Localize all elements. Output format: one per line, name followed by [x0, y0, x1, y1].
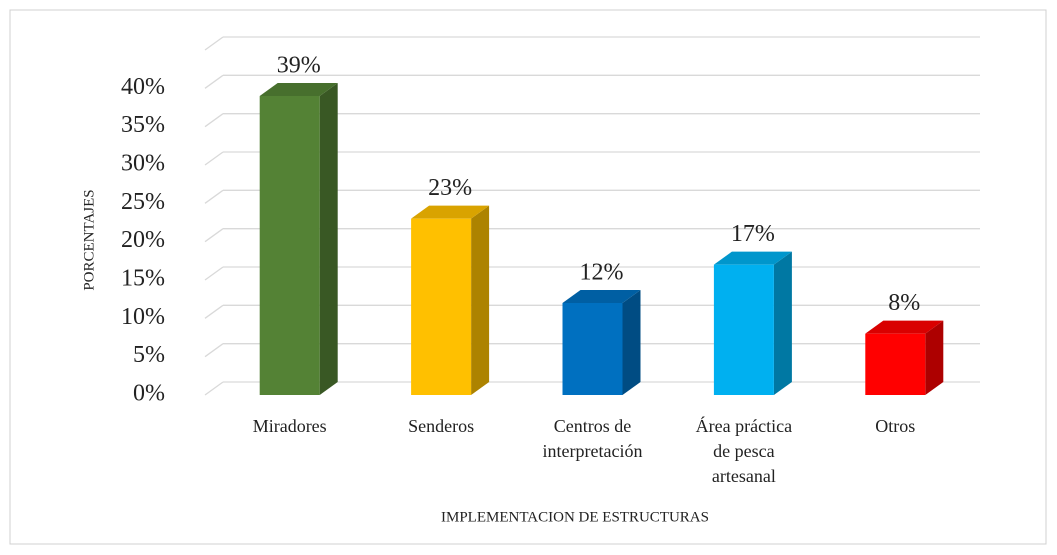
y-tick-label: 35%: [121, 112, 165, 138]
bar-side: [622, 290, 641, 395]
bar-side: [319, 83, 338, 395]
grid-line: [204, 151, 224, 166]
bar-side: [471, 205, 490, 395]
grid-line: [204, 36, 224, 51]
value-label: 8%: [888, 290, 920, 316]
value-label: 17%: [731, 221, 775, 247]
bar: [259, 96, 320, 395]
grid-line: [204, 113, 224, 128]
value-label: 23%: [428, 175, 472, 201]
x-tick-label: Senderos: [408, 416, 474, 436]
y-axis-title: PORCENTAJES: [81, 189, 97, 290]
grid-line: [204, 266, 224, 281]
bar: [865, 333, 926, 395]
grid-line: [204, 228, 224, 243]
bar-top: [865, 320, 944, 334]
x-tick-label: Otros: [875, 416, 915, 436]
chart-border: [9, 9, 1047, 545]
x-tick-label: Área práctica de pesca artesanal: [696, 415, 792, 486]
y-tick-label: 5%: [133, 342, 165, 368]
y-tick-label: 10%: [121, 304, 165, 330]
value-label: 12%: [580, 260, 624, 286]
x-tick-label: Miradores: [253, 416, 327, 436]
bar: [713, 264, 774, 395]
bar-top: [562, 290, 641, 303]
bar-side: [773, 251, 792, 395]
value-label: 39%: [277, 53, 321, 79]
bar-top: [259, 83, 338, 96]
y-tick-label: 0%: [133, 381, 165, 407]
grid-line: [204, 304, 224, 319]
y-tick-label: 40%: [121, 74, 165, 100]
bar-top: [411, 205, 490, 219]
bar: [411, 218, 472, 395]
bar-top: [713, 251, 792, 265]
grid-line: [204, 343, 224, 358]
grid-line: [204, 74, 224, 89]
bar-side: [925, 320, 944, 395]
y-tick-label: 30%: [121, 151, 165, 177]
y-tick-label: 25%: [121, 189, 165, 215]
y-tick-label: 20%: [121, 227, 165, 253]
grid-line: [204, 381, 224, 396]
bar: [562, 303, 623, 395]
y-tick-label: 15%: [121, 266, 165, 292]
grid-line: [204, 189, 224, 204]
x-axis-title: IMPLEMENTACION DE ESTRUCTURAS: [441, 509, 709, 525]
x-tick-label: Centros de interpretación: [543, 416, 643, 461]
